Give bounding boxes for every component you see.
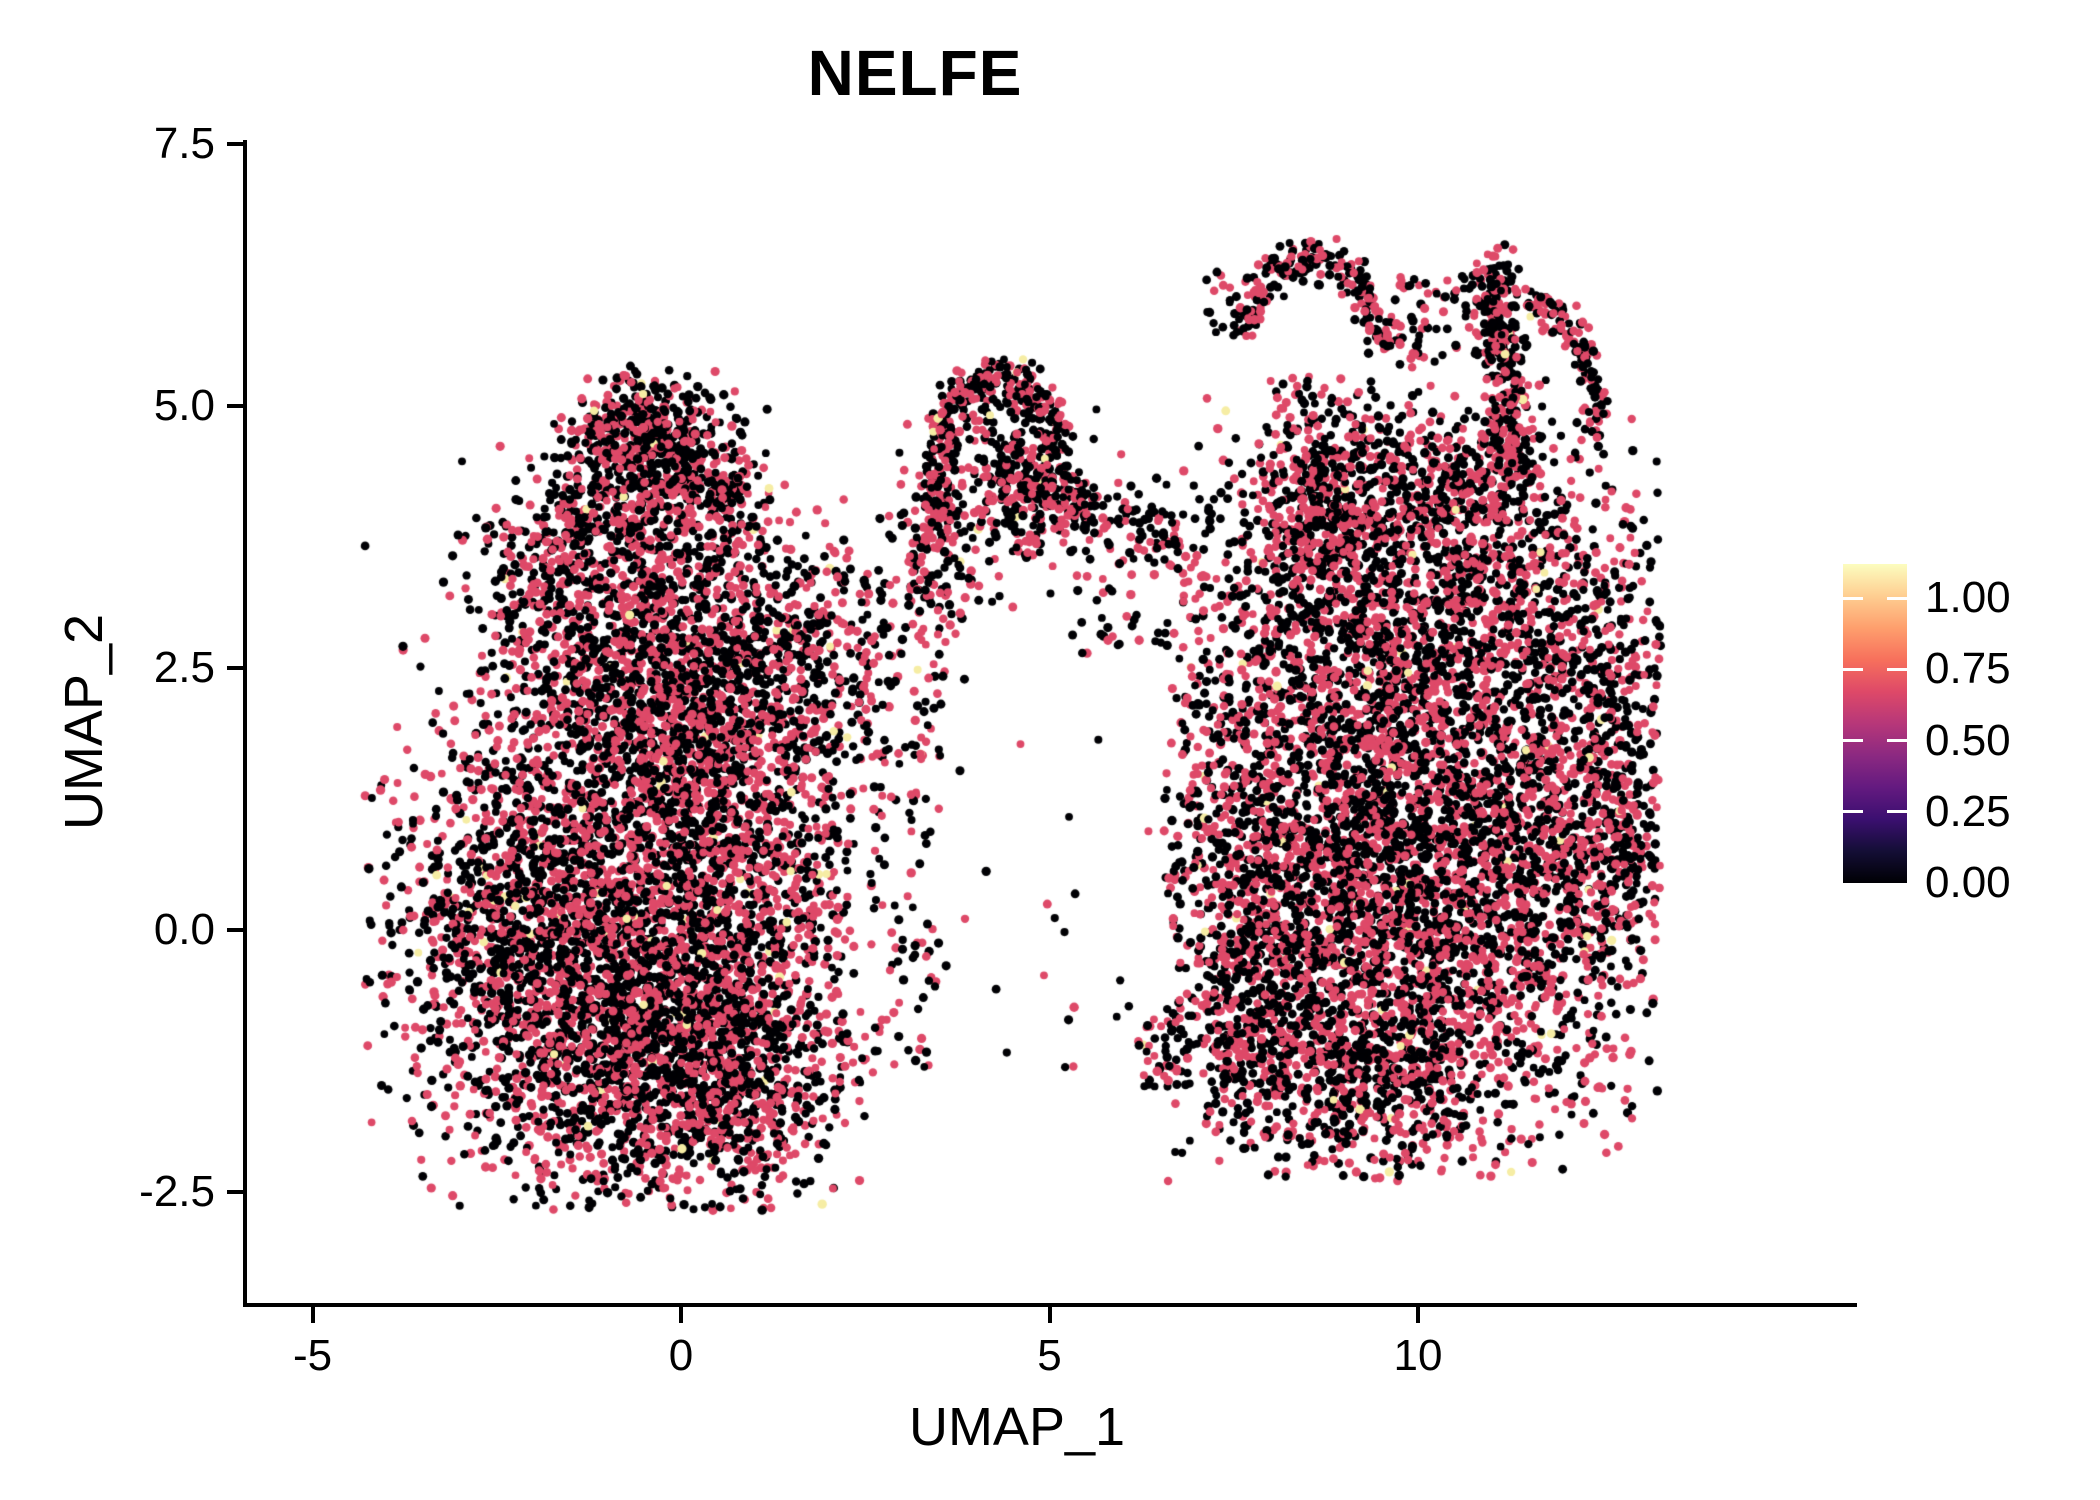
colorbar-tick-mark — [1843, 810, 1863, 814]
x-tick-label: 10 — [1393, 1331, 1443, 1380]
colorbar-tick-label: 0.50 — [1925, 715, 2011, 765]
colorbar-tick-mark — [1843, 667, 1863, 671]
x-tick-mark — [679, 1307, 683, 1323]
colorbar-tick-mark — [1887, 739, 1907, 743]
colorbar-tick-mark — [1843, 596, 1863, 600]
y-tick-label: 7.5 — [153, 119, 215, 168]
colorbar-gradient — [1843, 564, 1907, 883]
y-tick-label: 5.0 — [153, 381, 215, 430]
x-tick-label: 5 — [1037, 1331, 1062, 1380]
y-tick-mark — [227, 1190, 243, 1194]
y-tick-mark — [227, 666, 243, 670]
y-tick-label: 0.0 — [153, 905, 215, 954]
x-axis-line — [243, 1303, 1857, 1307]
colorbar-tick-label: 0.25 — [1925, 786, 2011, 836]
colorbar-tick-mark — [1887, 596, 1907, 600]
colorbar-tick-mark — [1887, 810, 1907, 814]
x-tick-label: -5 — [292, 1331, 333, 1380]
y-tick-mark — [227, 928, 243, 932]
x-tick-mark — [1416, 1307, 1420, 1323]
y-tick-label: -2.5 — [139, 1167, 215, 1216]
x-tick-mark — [1047, 1307, 1052, 1323]
colorbar-tick-label: 1.00 — [1925, 573, 2011, 623]
x-tick-mark — [310, 1307, 315, 1323]
x-axis-title: UMAP_1 — [908, 1397, 1126, 1457]
colorbar-tick-mark — [1887, 667, 1907, 671]
colorbar-tick-mark — [1843, 739, 1863, 743]
colorbar-tick-label: 0.75 — [1925, 644, 2011, 694]
colorbar-tick-label: 0.00 — [1925, 858, 2011, 907]
x-tick-label: 0 — [668, 1331, 694, 1380]
y-axis-line — [243, 140, 247, 1307]
y-tick-mark — [227, 404, 243, 408]
y-tick-label: 2.5 — [153, 643, 215, 692]
y-tick-mark — [227, 142, 243, 146]
colorbar-legend: 1.00 0.75 0.50 0.25 0.00 — [1843, 564, 2011, 905]
y-axis-title: UMAP_2 — [54, 613, 114, 831]
